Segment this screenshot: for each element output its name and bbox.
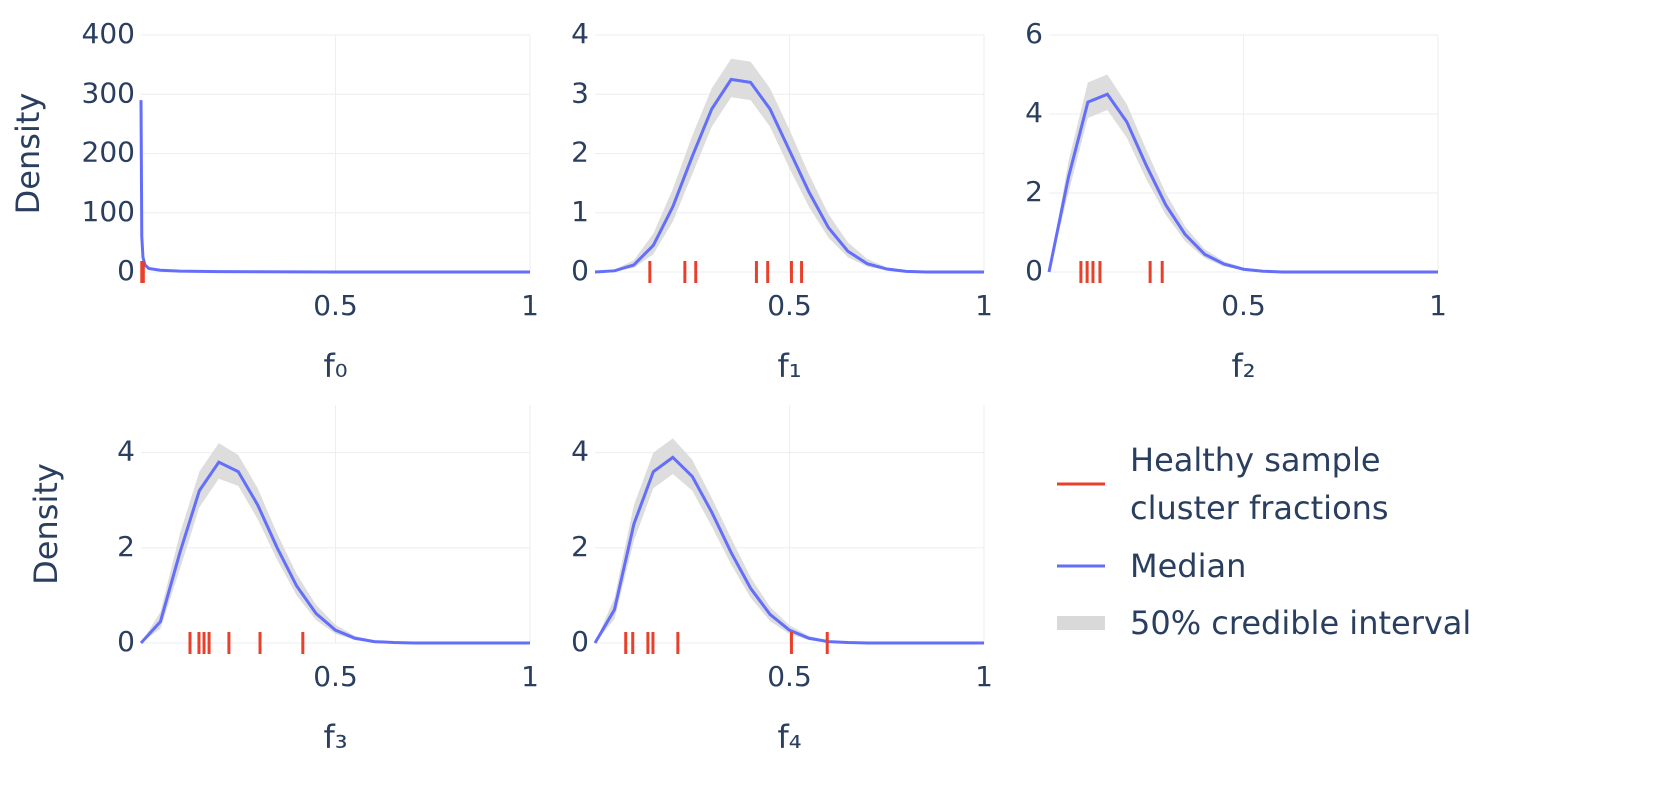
x-tick-label: 1 — [975, 660, 993, 693]
credible-band — [595, 438, 984, 643]
y-tick-label: 0 — [117, 254, 135, 287]
y-tick-label: 200 — [82, 136, 135, 169]
x-tick-label: 0.5 — [313, 660, 358, 693]
y-tick-label: 2 — [571, 530, 589, 563]
y-tick-label: 2 — [1025, 175, 1043, 208]
credible-band — [595, 58, 984, 273]
median-line — [594, 77, 984, 274]
x-tick-label: 0.5 — [1221, 289, 1266, 322]
median-line — [139, 460, 530, 645]
y-axis-title: Density — [27, 463, 65, 585]
y-tick-label: 4 — [117, 435, 135, 468]
y-axis-title: Density — [9, 93, 47, 215]
y-tick-label: 2 — [117, 530, 135, 563]
credible-band — [1049, 74, 1438, 272]
median-line — [1047, 92, 1438, 274]
legend-label: Median — [1130, 547, 1247, 585]
y-tick-label: 100 — [82, 195, 135, 228]
y-tick-label: 0 — [571, 254, 589, 287]
x-tick-label: 1 — [1429, 289, 1447, 322]
x-tick-label: 0.5 — [313, 289, 358, 322]
y-tick-label: 1 — [571, 195, 589, 228]
x-tick-label: 0.5 — [767, 289, 812, 322]
x-axis-title: f₁ — [777, 347, 801, 385]
y-tick-label: 4 — [571, 435, 589, 468]
y-tick-label: 0 — [117, 625, 135, 658]
x-tick-label: 1 — [521, 289, 539, 322]
y-tick-label: 0 — [1025, 254, 1043, 287]
y-tick-label: 0 — [571, 625, 589, 658]
y-tick-label: 400 — [82, 17, 135, 50]
y-tick-label: 3 — [571, 76, 589, 109]
y-tick-label: 4 — [571, 17, 589, 50]
y-tick-label: 4 — [1025, 96, 1043, 129]
y-tick-label: 6 — [1025, 17, 1043, 50]
x-tick-label: 1 — [975, 289, 993, 322]
x-tick-label: 0.5 — [767, 660, 812, 693]
legend-label: Healthy sample cluster fractions — [1130, 441, 1389, 527]
x-axis-title: f₀ — [323, 347, 347, 385]
median-line — [593, 455, 984, 645]
y-tick-label: 2 — [571, 136, 589, 169]
legend-label: 50% credible interval — [1130, 604, 1472, 642]
x-axis-title: f₂ — [1231, 347, 1255, 385]
x-tick-label: 1 — [521, 660, 539, 693]
y-tick-label: 300 — [82, 76, 135, 109]
x-axis-title: f₃ — [323, 718, 347, 756]
x-axis-title: f₄ — [777, 718, 801, 756]
